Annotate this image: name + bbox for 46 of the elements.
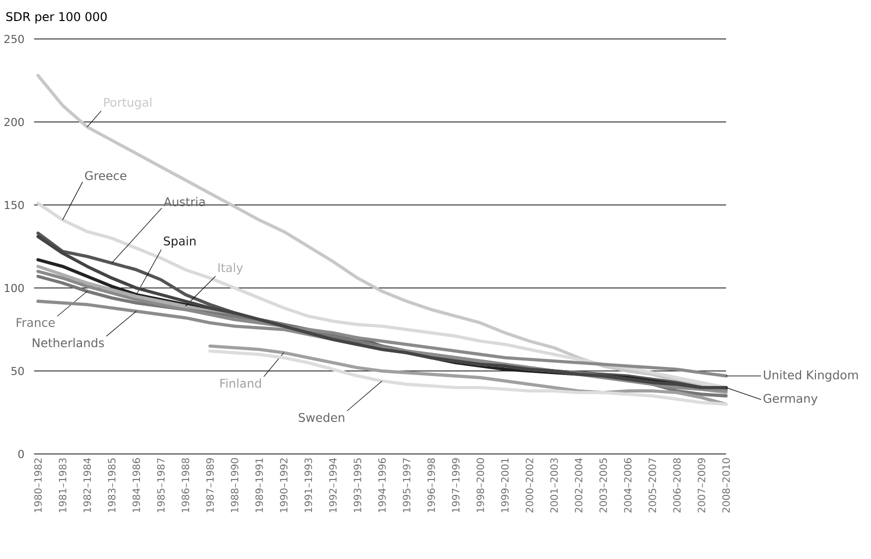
x-tick-label: 2004–2006: [624, 458, 632, 512]
x-tick-label: 1990–1992: [280, 458, 288, 512]
x-tick-label: 1994–1996: [378, 458, 386, 512]
x-tick-label: 1989–1991: [255, 458, 263, 512]
x-tick-label: 1997–1999: [452, 458, 460, 512]
x-tick-label: 2000–2002: [526, 458, 534, 512]
x-tick-label: 1986–1988: [182, 458, 190, 512]
x-tick-label: 1991–1993: [304, 458, 312, 512]
text: Spain: [164, 236, 196, 248]
text: Netherlands: [32, 338, 104, 348]
x-tick-label: 2007–2009: [698, 458, 706, 512]
x-tick-label: 2006–2008: [673, 458, 681, 512]
x-tick-label: 1983–1985: [108, 458, 116, 512]
x-tick-label: 1996–1998: [427, 458, 435, 512]
x-tick-label: 1998–2000: [476, 458, 484, 512]
x-tick-label: 1995–1997: [402, 458, 410, 512]
text: Italy: [218, 262, 243, 274]
text: Sweden: [298, 412, 344, 422]
x-tick-label: 1999–2001: [501, 458, 509, 512]
text: Greece: [85, 171, 126, 180]
y-tick-label: 200: [4, 118, 24, 126]
x-tick-label: 1985–1987: [157, 458, 165, 512]
y-tick-label: 150: [4, 200, 24, 210]
y-tick-label: 250: [4, 34, 24, 44]
x-tick-label: 1980–1982: [34, 458, 42, 512]
text: Germany: [764, 394, 818, 406]
text: France: [16, 318, 55, 327]
x-tick-label: 1993–1995: [354, 458, 362, 512]
y-axis-title: SDR per 100 000: [6, 12, 107, 24]
x-tick-label: 2001–2003: [550, 458, 558, 512]
x-tick-label: 2005–2007: [648, 458, 656, 512]
x-tick-label: 1982–1984: [83, 458, 91, 512]
x-tick-label: 1988–1990: [230, 458, 238, 512]
x-tick-label: 1992–1994: [329, 458, 337, 512]
x-tick-label: 1984–1986: [132, 458, 140, 512]
y-tick-label: 100: [4, 284, 24, 292]
text: Finland: [220, 378, 261, 388]
x-tick-label: 1987–1989: [206, 458, 214, 512]
x-tick-label: 2003–2005: [599, 458, 607, 512]
y-tick-label: 0: [18, 450, 24, 458]
x-tick-label: 2002–2004: [574, 458, 582, 512]
text: Austria: [164, 197, 205, 206]
x-tick-label: 1981–1983: [58, 458, 66, 512]
x-tick-label: 2008–2010: [722, 458, 730, 512]
text: United Kingdom: [764, 370, 858, 382]
y-tick-label: 50: [11, 366, 24, 376]
